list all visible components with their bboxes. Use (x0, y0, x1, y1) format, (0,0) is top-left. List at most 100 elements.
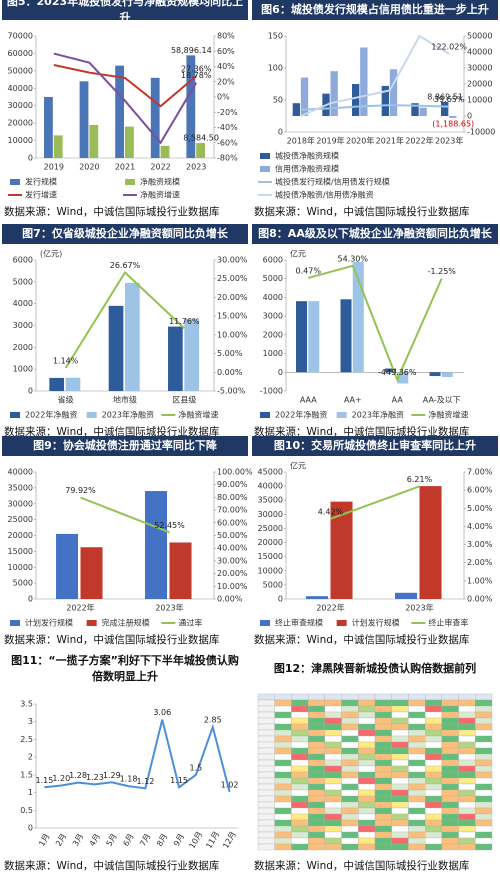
table-cell (307, 741, 326, 749)
data-label: 1.15 (36, 776, 54, 785)
table-cell (475, 753, 493, 761)
table-cell (358, 795, 376, 803)
table-cell (424, 819, 443, 827)
table-cell (257, 783, 275, 791)
data-label: 2.85 (204, 716, 222, 725)
table-cell (424, 813, 443, 821)
x-tick-label: 2023 (186, 163, 206, 172)
table-cell (408, 723, 426, 731)
table-cell (274, 717, 292, 725)
bar (397, 372, 409, 384)
data-label: 6.21% (407, 475, 433, 484)
table-cell (441, 699, 459, 707)
table-cell (291, 717, 309, 725)
table-cell (291, 729, 309, 737)
table-cell (458, 789, 476, 797)
y-tick-label: 25000 (8, 515, 33, 524)
chart-title: 图7：仅省级城投企业净融资额同比负增长 (22, 227, 228, 240)
bar (79, 81, 89, 158)
legend-label: 2022年净融资 (275, 410, 327, 420)
table-cell (408, 771, 426, 779)
x-tick-label: 9月 (172, 832, 186, 848)
table-cell (274, 825, 292, 833)
table-cell (441, 789, 459, 797)
table-cell (358, 723, 376, 731)
table-cell (324, 843, 342, 851)
y2-tick-label: 30000 (467, 64, 492, 73)
bar (169, 542, 192, 599)
table-cell (441, 753, 459, 761)
table-cell (358, 813, 376, 821)
table-cell (391, 795, 409, 803)
table-cell (408, 711, 426, 719)
bar (306, 596, 329, 599)
table-cell (374, 765, 392, 773)
table-cell (441, 831, 459, 839)
table-cell (307, 843, 326, 851)
header: 图7：仅省级城投企业净融资额同比负增长 (22, 227, 228, 240)
table-cell (475, 843, 493, 851)
y-tick-label: 10000 (258, 566, 283, 575)
table-cell (374, 843, 392, 851)
bar (360, 47, 368, 116)
table-cell (458, 765, 476, 773)
line (300, 104, 450, 111)
x-tick-label: 10月 (187, 830, 204, 850)
y-tick-label: 30000 (8, 101, 33, 110)
table-cell (324, 699, 342, 707)
table-cell (391, 747, 409, 755)
source-note: 数据来源：Wind，中诚信国际城投行业数据库 (254, 205, 469, 218)
table-cell (374, 783, 392, 791)
table-cell (391, 729, 409, 737)
table-cell (374, 717, 392, 725)
table-cell (291, 705, 309, 713)
table-cell (307, 807, 326, 815)
table-cell (358, 711, 376, 719)
legend-label: 通过率 (178, 618, 202, 628)
y-axis-label: (亿元) (40, 249, 62, 259)
header: 图9：协会城投债注册通过率同比下降 (33, 439, 217, 452)
data-label: 1.02 (221, 780, 239, 789)
table-cell (424, 765, 443, 773)
x-tick-label: 2020年 (346, 136, 374, 146)
table-cell (458, 735, 476, 743)
x-tick-label: 地市级 (113, 395, 137, 405)
table-cell (291, 747, 309, 755)
table-cell (458, 783, 476, 791)
y2-tick-label: 10.00% (217, 582, 248, 591)
table-cell (441, 783, 459, 791)
table-cell (291, 831, 309, 839)
y2-tick-label: 0% (217, 93, 230, 102)
table-cell (441, 777, 459, 785)
y-tick-label: 70000 (8, 32, 33, 41)
legend-swatch (260, 153, 270, 159)
table-cell (441, 717, 459, 725)
table-cell (475, 825, 493, 833)
legend-swatch (260, 412, 270, 418)
table-cell (391, 759, 409, 767)
legend-label: 终止审查率 (428, 618, 468, 628)
table-cell (358, 765, 376, 773)
y-tick-label: 3000 (13, 321, 33, 330)
x-tick-label: 区县级 (172, 395, 196, 405)
legend-swatch (260, 166, 270, 172)
x-tick-label: 6月 (121, 832, 135, 848)
table-cell (374, 723, 392, 731)
y-tick-label: 3000 (263, 312, 283, 321)
data-label: 1.28 (69, 771, 87, 780)
y-tick-label: -1000 (260, 387, 283, 396)
table-cell (358, 783, 376, 791)
table-cell (324, 783, 342, 791)
x-tick-label: 省级 (58, 395, 74, 405)
table-cell (458, 771, 476, 779)
y-tick-label: 20000 (8, 119, 33, 128)
table-cell (475, 795, 493, 803)
table-cell (424, 705, 443, 713)
table-cell (358, 819, 376, 827)
table-cell (257, 753, 275, 761)
table-cell (408, 699, 426, 707)
table-cell (424, 741, 443, 749)
y2-tick-label: 40000 (467, 48, 492, 57)
table-cell (307, 837, 326, 845)
